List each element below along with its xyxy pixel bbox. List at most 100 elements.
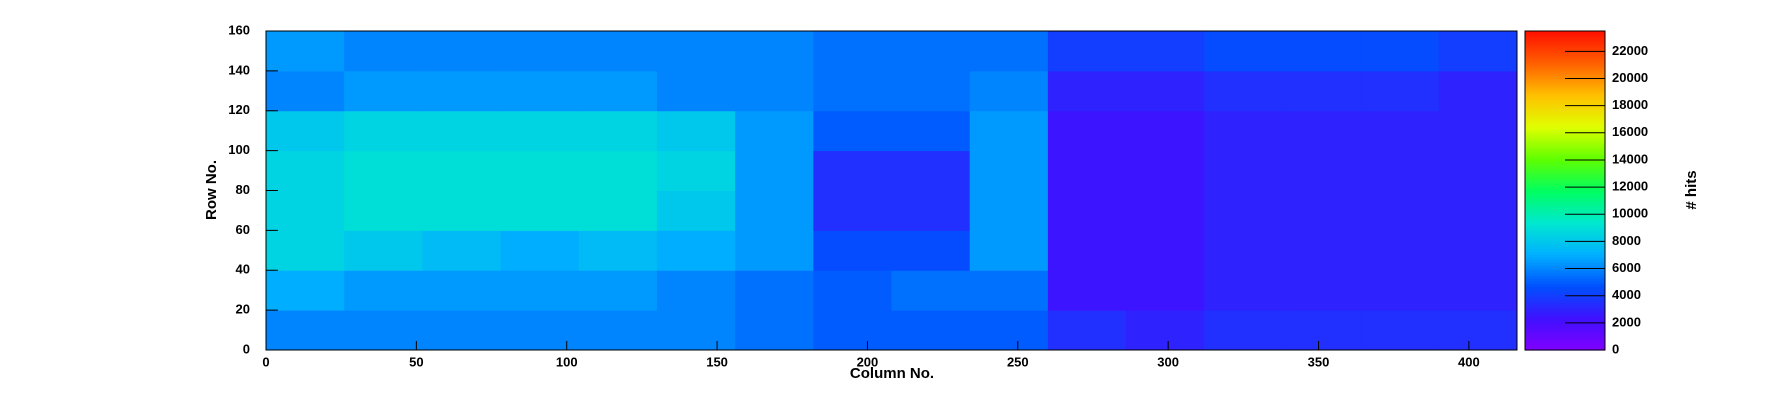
colorbar-strip [1525, 57, 1605, 61]
colorbar-strip [1525, 89, 1605, 93]
colorbar-strip [1525, 286, 1605, 290]
colorbar-strip [1525, 267, 1605, 271]
z-tick-label: 0 [1612, 341, 1619, 356]
colorbar-strip [1525, 238, 1605, 242]
heatmap-cell [1282, 70, 1362, 112]
heatmap-cell [969, 70, 1049, 112]
heatmap-cell [891, 150, 971, 191]
z-tick-label: 4000 [1612, 287, 1641, 302]
heatmap-cell [891, 31, 971, 72]
heatmap-cell [735, 110, 814, 152]
heatmap-cell [891, 190, 971, 231]
colorbar-strip [1525, 334, 1605, 338]
colorbar-strip [1525, 97, 1605, 101]
heatmap-cell [656, 230, 736, 271]
heatmap-cell [813, 70, 892, 112]
colorbar-strip [1525, 203, 1605, 208]
heatmap-cell [266, 110, 345, 152]
x-tick-label: 0 [262, 354, 269, 369]
heatmap-cell [1282, 230, 1362, 271]
colorbar-strip [1525, 187, 1605, 192]
heatmap-cell [1126, 190, 1205, 231]
heatmap-cell [1360, 31, 1440, 72]
heatmap-cell [578, 310, 658, 351]
y-tick-label: 20 [236, 302, 250, 317]
heatmap-cell [969, 310, 1049, 351]
colorbar [1525, 31, 1605, 351]
z-tick-label: 16000 [1612, 124, 1648, 139]
colorbar-strip [1525, 92, 1605, 96]
x-tick-label: 250 [1007, 354, 1029, 369]
heatmap-cell [500, 230, 580, 271]
colorbar-strip [1525, 262, 1605, 266]
colorbar-strip [1525, 54, 1605, 59]
y-tick-label: 100 [228, 142, 250, 157]
colorbar-strip [1525, 275, 1605, 279]
heatmap-cell [344, 150, 423, 191]
z-tick-label: 10000 [1612, 206, 1648, 221]
colorbar-strip [1525, 259, 1605, 263]
y-tick-label: 120 [228, 102, 250, 117]
colorbar-strip [1525, 198, 1605, 202]
colorbar-strip [1525, 44, 1605, 48]
heatmap-cell [1438, 150, 1518, 191]
heatmap-cell [735, 310, 814, 351]
colorbar-strip [1525, 214, 1605, 218]
colorbar-strip [1525, 225, 1605, 229]
heatmap-cell [1204, 150, 1283, 191]
heatmap-cell [813, 150, 892, 191]
heatmap-cell [1360, 70, 1440, 112]
heatmap-cell [1204, 310, 1283, 351]
heatmap-cell [266, 70, 345, 112]
heatmap-cell [656, 110, 736, 152]
heatmap-cell [1438, 270, 1518, 311]
heatmap-cell [656, 31, 736, 72]
z-tick-label: 8000 [1612, 233, 1641, 248]
heatmap-cell [1282, 110, 1362, 152]
heatmap-cell [735, 31, 814, 72]
colorbar-strip [1525, 283, 1605, 287]
colorbar-strip [1525, 118, 1605, 122]
colorbar-strip [1525, 248, 1605, 253]
colorbar-strip [1525, 84, 1605, 88]
heatmap-cell [578, 70, 658, 112]
colorbar-strip [1525, 211, 1605, 216]
colorbar-strip [1525, 73, 1605, 77]
colorbar-strip [1525, 315, 1605, 319]
heatmap-cell [344, 230, 423, 271]
colorbar-strip [1525, 62, 1605, 67]
colorbar-strip [1525, 195, 1605, 200]
colorbar-strip [1525, 139, 1605, 144]
heatmap-cell [1126, 70, 1205, 112]
colorbar-strip [1525, 129, 1605, 133]
heatmap-cell [500, 110, 580, 152]
colorbar-strip [1525, 307, 1605, 311]
z-tick-label: 6000 [1612, 260, 1641, 275]
colorbar-strip [1525, 318, 1605, 322]
heatmap-cell [578, 230, 658, 271]
colorbar-strip [1525, 36, 1605, 40]
heatmap-cell [266, 310, 345, 351]
heatmap-cell [344, 110, 423, 152]
colorbar-strip [1525, 323, 1605, 327]
z-tick-label: 18000 [1612, 97, 1648, 112]
colorbar-strip [1525, 339, 1605, 343]
heatmap-cell [813, 190, 892, 231]
colorbar-strip [1525, 209, 1605, 213]
colorbar-strip [1525, 254, 1605, 258]
heatmap-cell [1047, 110, 1127, 152]
colorbar-strip [1525, 331, 1605, 335]
heatmap-cell [813, 310, 892, 351]
heatmap-cell [1047, 150, 1127, 191]
heatmap-cell [1282, 310, 1362, 351]
heatmap-cell [344, 270, 423, 311]
heatmap-cell [1047, 70, 1127, 112]
colorbar-strip [1525, 342, 1605, 346]
heatmap-cell [1438, 230, 1518, 271]
heatmap-cell [500, 310, 580, 351]
colorbar-strip [1525, 193, 1605, 197]
x-tick-label: 400 [1458, 354, 1480, 369]
heatmap-cell [969, 31, 1049, 72]
colorbar-strip [1525, 270, 1605, 274]
y-tick-label: 40 [236, 262, 250, 277]
